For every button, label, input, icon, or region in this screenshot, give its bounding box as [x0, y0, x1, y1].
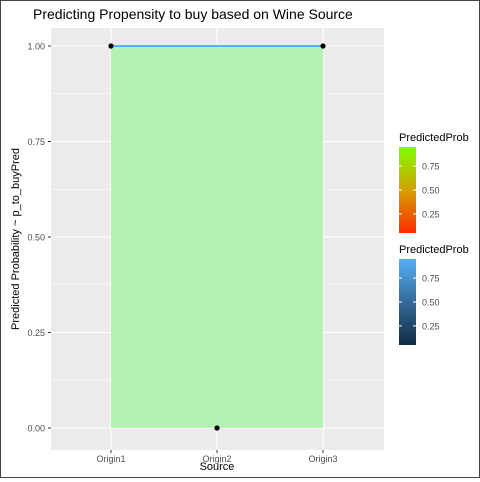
legend-colorbar: [399, 259, 416, 345]
y-axis-label: Predicted Probability ~ p_to_buyPred: [10, 148, 22, 330]
y-tick-label: 0.00: [27, 424, 45, 434]
y-tick-label: 1.00: [27, 42, 45, 52]
y-tick-label: 0.75: [27, 137, 45, 147]
data-point-origin1: [108, 43, 114, 49]
x-tick-label: Origin1: [96, 454, 125, 464]
x-tick-label: Origin3: [308, 454, 337, 464]
legend-title: PredictedProb: [399, 244, 469, 256]
legend-label: 0.25: [422, 321, 440, 331]
x-axis-label: Source: [200, 461, 235, 473]
y-tick-label: 0.25: [27, 328, 45, 338]
legend-label: 0.75: [422, 162, 440, 172]
legend-title: PredictedProb: [399, 132, 469, 144]
area-fill: [111, 46, 323, 428]
chart-title: Predicting Propensity to buy based on Wi…: [33, 6, 353, 22]
x-tick-label: Origin2: [202, 454, 231, 464]
legend-label: 0.75: [422, 274, 440, 284]
data-point-origin2: [214, 425, 220, 431]
legend-label: 0.50: [422, 186, 440, 196]
y-tick-label: 0.50: [27, 233, 45, 243]
data-point-origin3: [320, 43, 326, 49]
legend-label: 0.50: [422, 298, 440, 308]
legend-label: 0.25: [422, 209, 440, 219]
legend-colorbar: [399, 147, 416, 233]
